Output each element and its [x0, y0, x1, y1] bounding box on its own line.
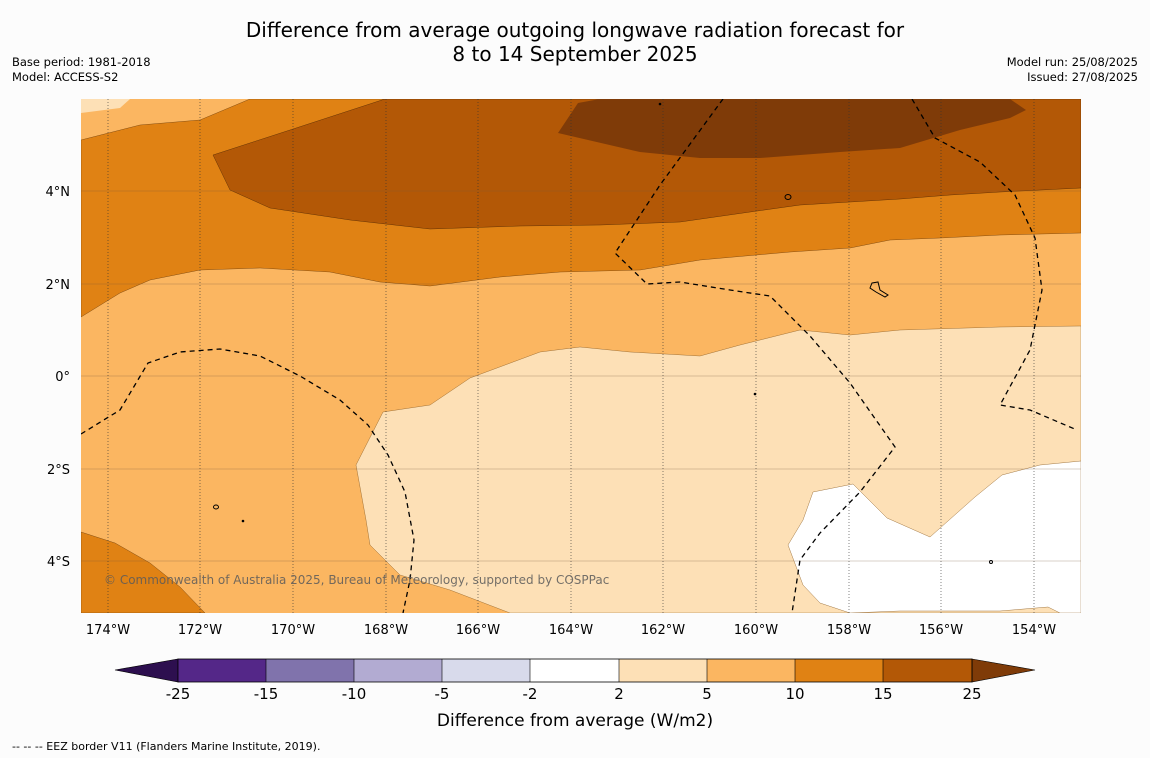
lon-label-168w: 168°W [364, 623, 408, 638]
lon-label-158w: 158°W [827, 623, 871, 638]
islet-1 [241, 519, 245, 523]
contour-neutral [787, 460, 1081, 613]
colorbar-tick: 10 [785, 685, 804, 703]
colorbar-tick: 2 [614, 685, 624, 703]
lon-labels: 174°W 172°W 170°W 168°W 166°W 164°W 162°… [86, 623, 1056, 638]
meta-right: Model run: 25/08/2025 Issued: 27/08/2025 [1007, 55, 1138, 85]
colorbar-segment-m2-2 [530, 659, 619, 682]
copyright-text: © Commonwealth of Australia 2025, Bureau… [104, 573, 609, 587]
contour-corner-light [81, 99, 130, 113]
lat-label-4s: 4°S [47, 555, 70, 570]
colorbar-segment-10-15 [795, 659, 883, 682]
lon-label-154w: 154°W [1012, 623, 1056, 638]
lat-label-4n: 4°N [46, 185, 71, 200]
contour-10-15-south [81, 531, 206, 613]
island-southwest [213, 504, 219, 510]
colorbar-segment-5-10 [707, 659, 795, 682]
model-name: Model: ACCESS-S2 [12, 70, 119, 84]
colorbar-high-extension [971, 658, 1036, 683]
colorbar-tick: 5 [702, 685, 712, 703]
lon-label-156w: 156°W [919, 623, 963, 638]
contour-map [81, 99, 1081, 613]
contour-above-25 [558, 99, 1026, 158]
islet-2 [753, 392, 757, 396]
lat-label-2s: 2°S [47, 463, 70, 478]
islands [213, 102, 993, 564]
island-north [784, 194, 792, 200]
footer-eez-note: -- -- -- EEZ border V11 (Flanders Marine… [12, 740, 321, 753]
grid-parallels [81, 190, 1081, 562]
lat-labels: 4°N 2°N 0° 2°S 4°S [46, 185, 71, 570]
lon-label-164w: 164°W [549, 623, 593, 638]
eez-border-west [81, 348, 415, 613]
issued-date: Issued: 27/08/2025 [1027, 70, 1138, 84]
colorbar-label: Difference from average (W/m2) [437, 711, 713, 731]
colorbar-tick: -5 [435, 685, 450, 703]
chart-title: Difference from average outgoing longwav… [0, 18, 1150, 66]
colorbar-tick: -2 [523, 685, 538, 703]
colorbar-low-extension [114, 658, 179, 683]
title-line-1: Difference from average outgoing longwav… [245, 18, 905, 42]
colorbar-segment-m10-m5 [354, 659, 442, 682]
colorbar-segment-m5-m2 [442, 659, 530, 682]
lon-label-172w: 172°W [178, 623, 222, 638]
island-cluster [869, 281, 889, 298]
title-line-2: 8 to 14 September 2025 [452, 42, 698, 66]
lon-label-166w: 166°W [456, 623, 500, 638]
colorbar-dividers [265, 659, 884, 682]
eez-borders [81, 99, 1078, 613]
lat-label-0: 0° [55, 370, 70, 385]
colorbar: -25 -15 -10 -5 -2 2 5 10 15 25 Differenc… [114, 658, 1036, 731]
eez-border-central [614, 99, 896, 613]
meta-left: Base period: 1981-2018 Model: ACCESS-S2 [12, 55, 151, 85]
colorbar-outline [177, 658, 973, 683]
colorbar-segment-15-25 [883, 659, 972, 682]
model-run: Model run: 25/08/2025 [1006, 55, 1138, 69]
island-southeast [989, 560, 993, 564]
colorbar-tick: -15 [254, 685, 279, 703]
lon-label-162w: 162°W [641, 623, 685, 638]
colorbar-segment-m15-m10 [266, 659, 354, 682]
lon-label-170w: 170°W [271, 623, 315, 638]
colorbar-segment-m25-m15 [178, 659, 266, 682]
islet-3 [658, 102, 662, 106]
colorbar-ticks: -25 -15 -10 -5 -2 2 5 10 15 25 [166, 685, 982, 703]
colorbar-tick: 15 [873, 685, 892, 703]
colorbar-tick: -10 [342, 685, 367, 703]
lat-label-2n: 2°N [46, 278, 71, 293]
eez-border-east [911, 99, 1078, 431]
lon-label-160w: 160°W [734, 623, 778, 638]
base-period: Base period: 1981-2018 [12, 55, 151, 69]
colorbar-tick: 25 [962, 685, 981, 703]
colorbar-tick: -25 [166, 685, 191, 703]
colorbar-segment-2-5 [619, 659, 707, 682]
lon-label-174w: 174°W [86, 623, 130, 638]
